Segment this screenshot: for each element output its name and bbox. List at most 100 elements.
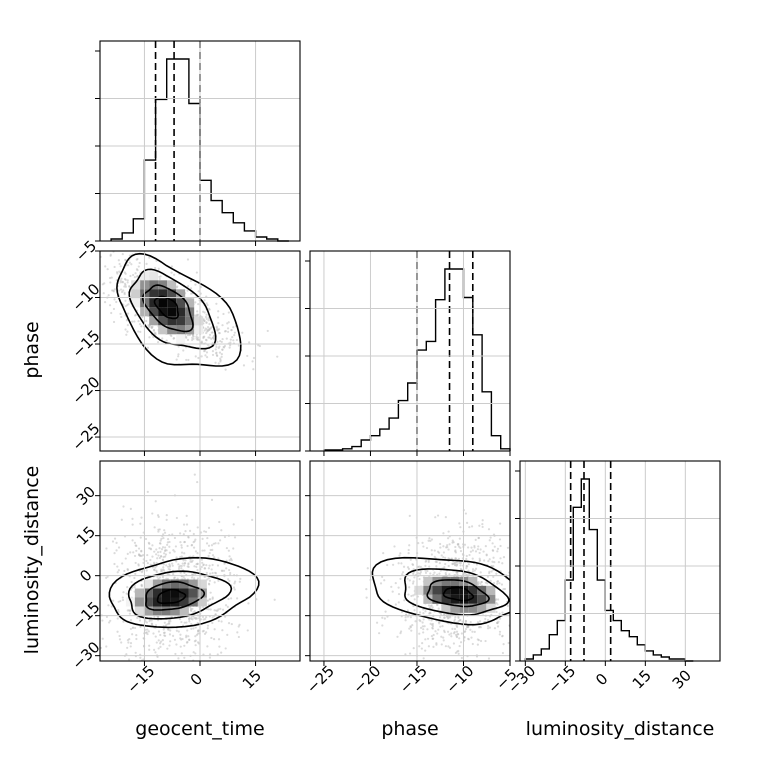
sample-point	[211, 548, 214, 551]
sample-point	[206, 303, 209, 307]
sample-point	[113, 713, 115, 715]
sample-point	[459, 526, 462, 529]
sample-point	[247, 602, 250, 605]
panel-geocent-time	[95, 40, 301, 246]
sample-point	[463, 543, 467, 546]
sample-point	[215, 609, 218, 612]
sample-point	[185, 514, 188, 517]
sample-point	[126, 312, 130, 315]
sample-point	[501, 651, 505, 655]
sample-point	[163, 529, 166, 532]
sample-point	[430, 604, 433, 607]
sample-point	[526, 560, 528, 562]
sample-point	[435, 560, 438, 564]
sample-point	[390, 585, 393, 588]
sample-point	[209, 598, 212, 601]
sample-point	[439, 616, 442, 619]
sample-point	[378, 632, 381, 635]
sample-point	[152, 335, 155, 339]
sample-point	[532, 561, 534, 563]
sample-point	[514, 579, 516, 581]
sample-point	[150, 622, 154, 625]
sample-point	[148, 644, 151, 647]
density-cell	[152, 588, 162, 598]
sample-point	[197, 290, 200, 293]
sample-point	[399, 632, 402, 635]
sample-point	[140, 516, 143, 519]
sample-point	[190, 616, 193, 619]
sample-point	[193, 473, 196, 476]
sample-point	[192, 611, 195, 614]
sample-point	[480, 581, 483, 584]
sample-point	[541, 595, 543, 597]
sample-point	[215, 686, 217, 688]
sample-point	[453, 627, 457, 631]
sample-point	[225, 337, 228, 340]
sample-point	[422, 628, 425, 631]
sample-point	[120, 641, 123, 644]
sample-point	[179, 662, 181, 664]
sample-point	[128, 612, 132, 615]
sample-point	[168, 633, 172, 636]
sample-point	[166, 647, 169, 650]
sample-point	[488, 626, 492, 629]
sample-point	[152, 632, 155, 635]
sample-point	[121, 596, 124, 599]
sample-point	[206, 624, 210, 627]
sample-point	[195, 563, 198, 566]
sample-point	[159, 542, 162, 545]
sample-point	[211, 563, 214, 567]
sample-point	[171, 564, 174, 567]
sample-point	[517, 587, 519, 589]
sample-point	[197, 642, 201, 645]
sample-point	[134, 651, 137, 654]
density-cell	[158, 316, 168, 326]
sample-point	[171, 533, 174, 536]
contour-level-3	[403, 568, 510, 616]
density-cell	[468, 594, 478, 604]
sample-point	[182, 349, 185, 352]
sample-point	[409, 616, 412, 619]
sample-point	[186, 544, 189, 548]
sample-point	[146, 628, 149, 631]
sample-point	[151, 512, 154, 515]
sample-point	[230, 329, 233, 332]
sample-point	[145, 262, 148, 265]
sample-point	[227, 321, 230, 324]
sample-point	[401, 573, 404, 576]
sample-point	[421, 642, 424, 645]
sample-point	[113, 298, 116, 301]
density-cell	[158, 298, 168, 308]
sample-point	[135, 637, 138, 641]
sample-point	[124, 285, 127, 288]
sample-point	[458, 537, 461, 540]
sample-point	[112, 307, 116, 311]
density-cell	[167, 316, 177, 326]
density-cell	[161, 588, 171, 598]
sample-point	[117, 608, 120, 612]
sample-point	[213, 581, 216, 584]
sample-point	[183, 564, 186, 567]
sample-point	[193, 577, 196, 580]
density-cell	[167, 280, 177, 290]
sample-point	[129, 507, 132, 510]
sample-point	[168, 545, 171, 548]
sample-point	[460, 656, 463, 660]
sample-point	[188, 620, 191, 623]
sample-point	[422, 545, 425, 548]
sample-point	[205, 631, 208, 634]
sample-point	[183, 577, 186, 580]
sample-point	[458, 644, 461, 648]
sample-point	[145, 569, 148, 572]
sample-point	[450, 632, 453, 635]
density-cell	[149, 289, 159, 299]
sample-point	[137, 330, 140, 333]
sample-point	[428, 618, 431, 621]
density-geocent-time-vs-phase	[131, 271, 204, 344]
sample-point	[409, 558, 412, 561]
sample-point	[160, 555, 163, 558]
sample-point	[156, 557, 159, 560]
density-cell	[185, 325, 195, 335]
density-cell	[167, 307, 177, 317]
sample-point	[487, 624, 490, 628]
